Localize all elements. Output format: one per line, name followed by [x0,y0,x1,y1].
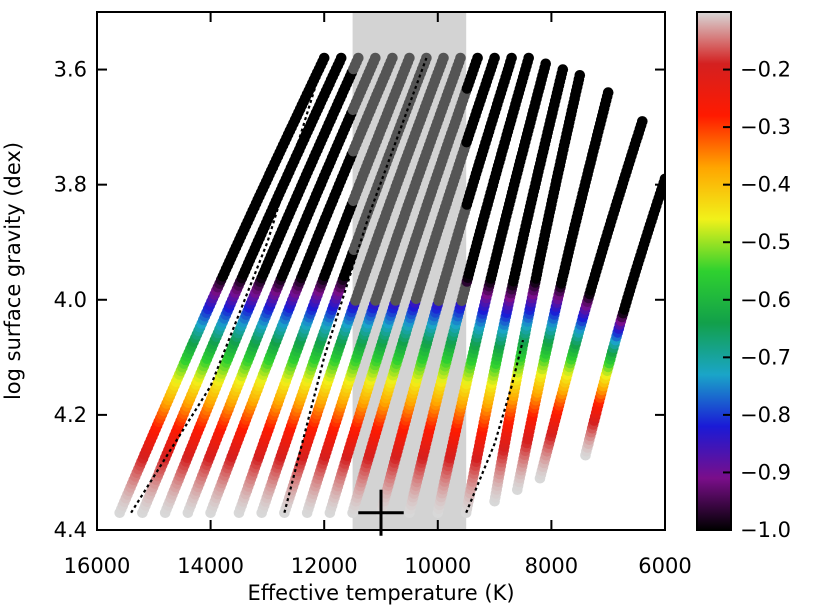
colorbar-tick-label: −0.6 [740,288,791,312]
track-point [335,52,347,64]
track-point [489,52,500,64]
colorbar-tick-label: −0.7 [740,345,791,369]
x-tick-label: 8000 [525,554,578,578]
x-tick-label: 10000 [404,554,471,578]
track-point [455,52,466,64]
colorbar-tick-label: −0.8 [740,403,791,427]
colorbar-tick-label: −1.0 [740,518,791,542]
colorbar-tick-label: −0.5 [740,230,791,254]
x-tick-label: 16000 [64,554,131,578]
track-point [404,52,415,64]
track-point [370,52,381,64]
track-point [421,52,432,64]
track-point [318,52,330,64]
colorbar-tick-label: −0.9 [740,460,791,484]
error-bar-cross [358,489,404,536]
plot-frame [96,11,666,531]
track-point [438,52,449,64]
x-tick-label: 6000 [638,554,691,578]
track-point [557,64,569,75]
track-point [574,70,586,81]
x-tick-label: 14000 [177,554,244,578]
y-tick-label: 4.0 [54,288,87,312]
evolution-tracks [114,52,665,518]
track-point [602,87,614,98]
colorbar-tick-label: −0.3 [740,115,791,139]
x-tick-label: 12000 [291,554,358,578]
dotted-line-3 [465,339,525,514]
colorbar-tick-label: −0.4 [740,173,791,197]
colorbar [696,11,732,531]
x-axis-ticks: 16000 14000 12000 10000 8000 6000 [64,12,692,578]
dotted-isolines [130,57,525,514]
y-tick-label: 3.6 [54,58,87,82]
track-point [506,52,517,64]
track-point [659,173,665,185]
track-point [637,116,648,127]
colorbar-tick-label: −0.2 [740,58,791,82]
track-point [472,52,483,64]
y-tick-label: 4.4 [54,518,87,542]
track-point [387,52,398,64]
y-tick-label: 3.8 [54,173,87,197]
dotted-line-1 [130,57,326,514]
dotted-line-2 [283,57,428,513]
y-axis-title: log surface gravity (dex) [1,142,25,400]
colorbar-ticks: −0.2 −0.3 −0.4 −0.5 −0.6 −0.7 −0.8 −0.9 −1.0 [723,58,791,542]
y-tick-label: 4.2 [54,403,87,427]
track-point [523,52,534,64]
track-point [540,58,551,70]
track-point [353,52,364,64]
x-axis-title: Effective temperature (K) [247,581,514,605]
y-axis-ticks: 3.6 3.8 4.0 4.2 4.4 [54,58,665,542]
